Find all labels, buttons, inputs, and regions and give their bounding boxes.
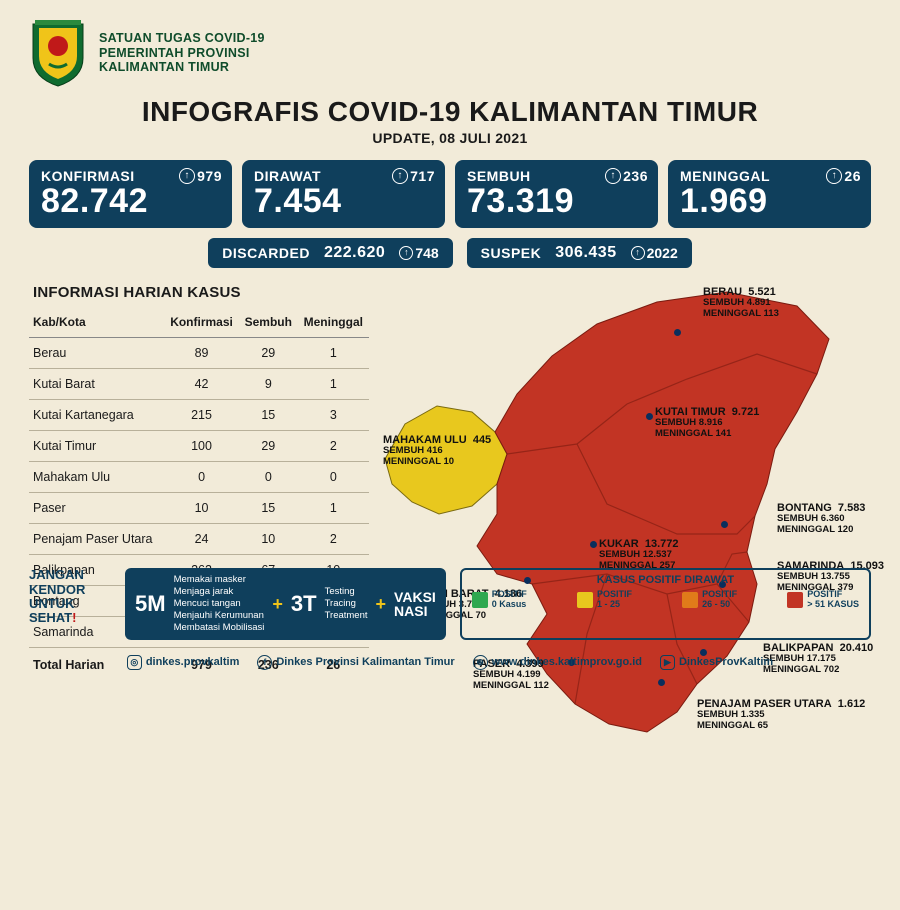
stat-card-meninggal: MENINGGAL ↑26 1.969 [668,160,871,228]
region-label-berau: BERAU 5.521 SEMBUH 4.891 MENINGGAL 113 [703,286,779,320]
legend-title: KASUS POSITIF DIRAWAT [472,574,859,586]
page-subtitle: UPDATE, 08 JULI 2021 [15,130,885,146]
legend-item: POSITIF26 - 50 [682,590,737,609]
t3-label: 3T [291,591,317,617]
table-row: Kutai Timur100292 [29,430,369,461]
card-value: 73.319 [467,184,648,220]
legend-swatch-icon [787,592,803,608]
region-label-penajam-paser-utara: PENAJAM PASER UTARA 1.612 SEMBUH 1.335 M… [697,698,865,732]
slogan: JANGAN KENDOR UNTUK SEHAT! [29,568,111,639]
header-line3: KALIMANTAN TIMUR [99,60,265,74]
card-delta: ↑236 [605,168,648,184]
youtube-link[interactable]: ▶ DinkesProvKaltim [660,655,773,670]
website-link[interactable]: ⊕ www.dinkes.kaltimprov.go.id [473,655,642,670]
arrow-up-icon: ↑ [826,168,842,184]
card-delta: ↑26 [826,168,861,184]
region-dot-icon [590,541,597,548]
legend: KASUS POSITIF DIRAWAT POSITIF0 Kasus POSI… [460,568,871,639]
instagram-icon: ◎ [127,655,142,670]
card-value: 7.454 [254,184,435,220]
m5-label: 5M [135,591,166,617]
col-header: Kab/Kota [29,311,164,338]
table-row: Kutai Kartanegara215153 [29,399,369,430]
region-label-kutai-timur: KUTAI TIMUR 9.721 SEMBUH 8.916 MENINGGAL… [655,406,759,440]
footer-socials: ◎ dinkes.provkaltim f Dinkes Provinsi Ka… [15,655,885,670]
card-delta: ↑979 [179,168,222,184]
legend-swatch-icon [577,592,593,608]
globe-icon: ⊕ [473,655,488,670]
arrow-up-icon: ↑ [605,168,621,184]
table-row: Kutai Barat4291 [29,368,369,399]
legend-item: POSITIF1 - 25 [577,590,632,609]
region-dot-icon [646,413,653,420]
card-value: 1.969 [680,184,861,220]
sub-card-discarded: DISCARDED222.620 ↑748 [208,238,452,268]
stat-card-sembuh: SEMBUH ↑236 73.319 [455,160,658,228]
provincial-crest-icon [29,18,87,88]
arrow-up-icon: ↑ [179,168,195,184]
sub-cards-row: DISCARDED222.620 ↑748 SUSPEK306.435 ↑2022 [15,238,885,268]
table-row: Paser10151 [29,492,369,523]
table-title: INFORMASI HARIAN KASUS [33,284,369,301]
header-line1: SATUAN TUGAS COVID-19 [99,31,265,45]
legend-swatch-icon [472,592,488,608]
m5-list: Memakai maskerMenjaga jarakMencuci tanga… [174,574,265,633]
facebook-link[interactable]: f Dinkes Provinsi Kalimantan Timur [257,655,454,670]
region-dot-icon [658,679,665,686]
region-label-mahakam-ulu: MAHAKAM ULU 445 SEMBUH 416 MENINGGAL 10 [383,434,491,468]
header-line2: PEMERINTAH PROVINSI [99,46,265,60]
region-label-bontang: BONTANG 7.583 SEMBUH 6.360 MENINGGAL 120 [777,502,865,536]
region-dot-icon [721,521,728,528]
stat-cards-row: KONFIRMASI ↑979 82.742DIRAWAT ↑717 7.454… [15,160,885,228]
plus-icon: + [376,594,387,615]
vaksinasi-label: VAKSINASI [394,590,436,618]
sub-card-suspek: SUSPEK306.435 ↑2022 [467,238,692,268]
header: SATUAN TUGAS COVID-19 PEMERINTAH PROVINS… [15,10,885,92]
arrow-up-icon: ↑ [392,168,408,184]
arrow-up-icon: ↑ [631,246,645,260]
region-dot-icon [674,329,681,336]
legend-swatch-icon [682,592,698,608]
col-header: Meninggal [298,311,369,338]
col-header: Sembuh [239,311,298,338]
legend-item: POSITIF0 Kasus [472,590,527,609]
arrow-up-icon: ↑ [399,246,413,260]
table-row: Penajam Paser Utara24102 [29,523,369,554]
col-header: Konfirmasi [164,311,239,338]
card-delta: ↑717 [392,168,435,184]
stat-card-konfirmasi: KONFIRMASI ↑979 82.742 [29,160,232,228]
region-label-kukar: KUKAR 13.772 SEMBUH 12.537 MENINGGAL 257 [599,538,678,572]
card-value: 82.742 [41,184,222,220]
plus-icon: + [272,594,283,615]
table-row: Mahakam Ulu000 [29,461,369,492]
protocol-badge: 5M Memakai maskerMenjaga jarakMencuci ta… [125,568,446,639]
t3-list: TestingTracingTreatment [325,586,368,622]
instagram-link[interactable]: ◎ dinkes.provkaltim [127,655,240,670]
stat-card-dirawat: DIRAWAT ↑717 7.454 [242,160,445,228]
page-title: INFOGRAFIS COVID-19 KALIMANTAN TIMUR [15,96,885,128]
table-row: Berau89291 [29,337,369,368]
legend-item: POSITIF> 51 KASUS [787,590,859,609]
youtube-icon: ▶ [660,655,675,670]
facebook-icon: f [257,655,272,670]
